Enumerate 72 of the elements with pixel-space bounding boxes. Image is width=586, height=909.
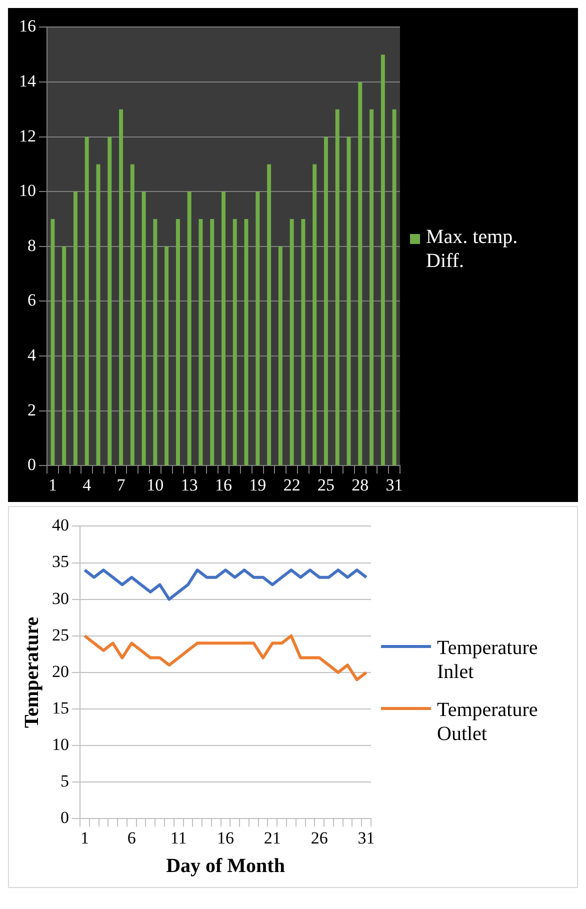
legend-label: Temperature Outlet [437, 698, 539, 746]
bar [62, 246, 66, 466]
x-tick-label: 4 [82, 475, 92, 494]
bar [50, 219, 55, 466]
x-tick-label: 31 [358, 828, 375, 848]
x-tick-label: 13 [180, 475, 198, 494]
bar [198, 219, 203, 466]
bar [358, 82, 362, 466]
y-tick-label: 14 [19, 71, 36, 90]
y-tick-label: 40 [52, 516, 69, 535]
legend-label: Temperature Inlet [437, 636, 539, 684]
bar [232, 219, 237, 466]
y-tick-label: 35 [52, 552, 69, 572]
y-tick-label: 2 [28, 400, 36, 420]
x-axis-title: Day of Month [166, 855, 285, 878]
y-tick-label: 6 [28, 290, 36, 310]
legend-label: Max. temp. Diff. [426, 225, 519, 273]
bar [324, 136, 328, 466]
y-tick-label: 0 [60, 808, 69, 828]
bar [108, 136, 112, 466]
bar [222, 192, 226, 466]
bar [267, 164, 272, 466]
x-tick-label: 25 [317, 475, 334, 494]
bar [278, 246, 282, 466]
bar [346, 136, 351, 466]
x-tick-label: 22 [283, 475, 300, 494]
y-tick-label: 15 [52, 698, 69, 718]
x-tick-label: 26 [310, 828, 328, 848]
bar [176, 219, 180, 466]
bar [153, 219, 158, 466]
bar [335, 109, 340, 466]
x-tick-label: 19 [249, 475, 266, 494]
y-tick-label: 10 [52, 734, 69, 754]
y-tick-label: 12 [19, 126, 36, 146]
bar [130, 164, 134, 466]
bar [119, 109, 124, 466]
y-tick-label: 25 [52, 625, 69, 644]
bar [312, 164, 317, 466]
x-tick-label: 31 [386, 475, 403, 494]
y-tick-label: 30 [52, 588, 69, 608]
x-tick-label: 16 [215, 475, 232, 494]
bar [164, 246, 169, 466]
bar [290, 219, 294, 466]
bar [380, 54, 385, 466]
y-tick-label: 0 [28, 455, 36, 474]
x-tick-label: 11 [170, 828, 187, 848]
y-tick-label: 20 [52, 662, 69, 681]
bar [256, 192, 260, 466]
bar [187, 192, 192, 466]
y-tick-label: 10 [19, 181, 36, 200]
bar [370, 109, 374, 466]
bar [84, 136, 89, 466]
y-tick-label: 8 [28, 236, 36, 255]
y-axis-title: Temperature [21, 616, 44, 728]
bar [301, 219, 306, 466]
bar [142, 192, 146, 466]
bar [73, 192, 78, 466]
y-tick-label: 5 [60, 772, 69, 791]
bar [244, 219, 248, 466]
x-tick-label: 21 [264, 828, 281, 848]
bar [96, 164, 100, 466]
x-tick-label: 7 [116, 475, 126, 494]
y-tick-label: 4 [28, 345, 36, 364]
x-tick-label: 1 [80, 828, 89, 848]
bar [210, 219, 214, 466]
x-tick-label: 1 [48, 475, 57, 494]
y-tick-label: 16 [19, 16, 36, 36]
bar [392, 109, 396, 466]
x-tick-label: 6 [127, 828, 136, 848]
x-tick-label: 10 [146, 475, 164, 494]
x-tick-label: 16 [217, 828, 234, 848]
x-tick-label: 28 [352, 475, 369, 494]
